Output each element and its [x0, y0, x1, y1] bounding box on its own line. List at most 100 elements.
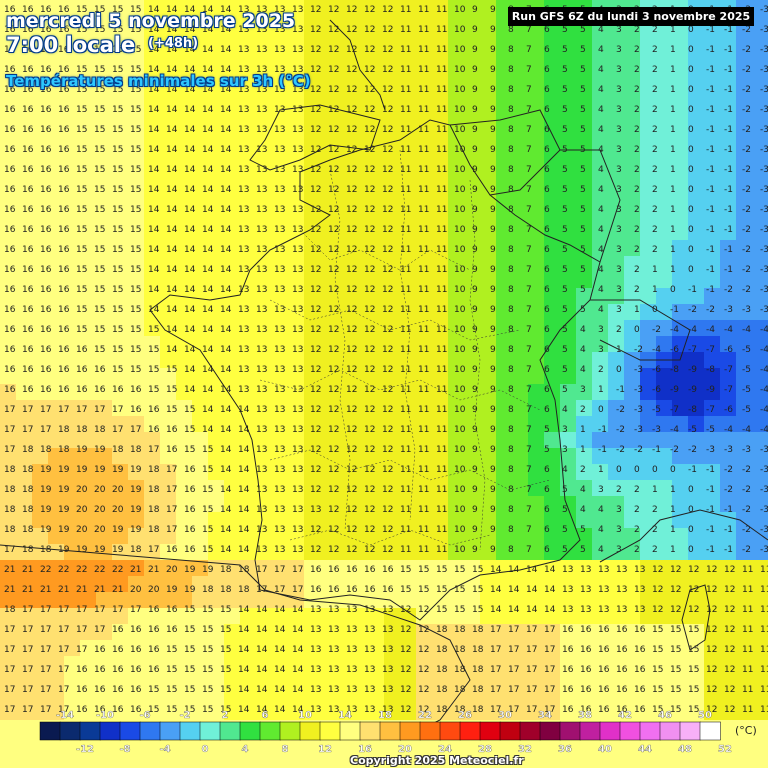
temperature-cell	[144, 240, 160, 256]
grid-value: 12	[328, 285, 339, 295]
grid-value: -1	[724, 45, 733, 55]
temperature-cell	[448, 160, 464, 176]
grid-value: 17	[40, 625, 51, 635]
temperature-cell	[528, 144, 544, 160]
grid-value: 16	[94, 685, 106, 695]
grid-value: 11	[760, 585, 768, 595]
temperature-cell	[656, 80, 672, 96]
grid-value: -4	[670, 425, 679, 435]
grid-value: 7	[526, 305, 532, 315]
grid-value: 14	[166, 225, 178, 235]
grid-value: 11	[436, 85, 447, 95]
grid-value: 11	[436, 425, 447, 435]
grid-value: 14	[202, 405, 214, 415]
legend-label-top: 50	[698, 710, 712, 721]
grid-value: 16	[58, 165, 70, 175]
temperature-cell	[368, 112, 384, 128]
grid-value: 12	[382, 485, 393, 495]
temperature-cell	[336, 48, 352, 64]
grid-value: 12	[364, 5, 375, 15]
grid-value: 13	[256, 325, 267, 335]
temperature-cell	[288, 224, 304, 240]
grid-value: 13	[292, 525, 303, 535]
grid-value: 13	[274, 145, 285, 155]
legend-swatch	[99, 721, 121, 741]
temperature-cell	[576, 32, 592, 48]
temperature-cell	[128, 192, 144, 208]
grid-value: 15	[76, 285, 87, 295]
grid-value: 18	[436, 685, 448, 695]
temperature-cell	[144, 128, 160, 144]
grid-value: 2	[634, 185, 640, 195]
grid-value: -1	[706, 65, 715, 75]
temperature-cell	[80, 80, 96, 96]
temperature-cell	[704, 144, 720, 160]
grid-value: 13	[256, 405, 267, 415]
grid-value: -1	[706, 165, 715, 175]
temperature-cell	[640, 32, 656, 48]
grid-value: 15	[130, 125, 141, 135]
grid-value: 15	[94, 245, 105, 255]
grid-value: -3	[760, 125, 768, 135]
temperature-cell	[208, 256, 224, 272]
temperature-cell	[320, 0, 336, 16]
grid-value: 15	[112, 365, 123, 375]
grid-value: 12	[328, 45, 339, 55]
grid-value: 13	[364, 645, 375, 655]
grid-value: 15	[436, 565, 447, 575]
grid-value: 12	[724, 565, 735, 575]
temperature-cell	[336, 192, 352, 208]
grid-value: -1	[598, 425, 607, 435]
grid-value: -4	[724, 425, 733, 435]
temperature-cell	[624, 48, 640, 64]
temperature-cell	[720, 176, 736, 192]
temperature-cell	[720, 32, 736, 48]
grid-value: 16	[148, 605, 160, 615]
temperature-cell	[464, 272, 480, 288]
temperature-cell	[240, 288, 256, 304]
temperature-cell	[192, 64, 208, 80]
legend-unit: (°C)	[735, 724, 757, 737]
grid-value: 0	[688, 185, 694, 195]
grid-value: 9	[472, 85, 478, 95]
grid-value: 16	[562, 665, 574, 675]
temperature-cell	[208, 320, 224, 336]
grid-value: 8	[508, 305, 514, 315]
grid-value: 7	[526, 325, 532, 335]
temperature-cell	[144, 32, 160, 48]
temperature-cell	[48, 272, 64, 288]
grid-value: 5	[562, 225, 568, 235]
temperature-cell	[544, 48, 560, 64]
temperature-cell	[256, 128, 272, 144]
temperature-cell	[176, 80, 192, 96]
temperature-cell	[704, 48, 720, 64]
grid-value: 11	[400, 405, 411, 415]
grid-value: 16	[4, 245, 16, 255]
grid-value: 14	[292, 665, 304, 675]
grid-value: 12	[310, 45, 321, 55]
temperature-cell	[144, 16, 160, 32]
temperature-cell	[32, 64, 48, 80]
temperature-cell	[368, 0, 384, 16]
grid-value: 4	[598, 45, 604, 55]
grid-value: 15	[202, 445, 213, 455]
temperature-cell	[160, 96, 176, 112]
grid-value: 14	[238, 465, 250, 475]
grid-value: 12	[382, 365, 393, 375]
temperature-cell	[128, 288, 144, 304]
temperature-cell	[224, 160, 240, 176]
grid-value: 12	[364, 205, 375, 215]
temperature-cell	[416, 32, 432, 48]
temperature-cell	[112, 48, 128, 64]
grid-value: 12	[310, 165, 321, 175]
temperature-cell	[16, 144, 32, 160]
grid-value: 14	[202, 145, 214, 155]
grid-value: 16	[4, 125, 16, 135]
grid-value: 4	[598, 65, 604, 75]
temperature-cell	[512, 240, 528, 256]
grid-value: 7	[526, 85, 532, 95]
grid-value: 12	[310, 525, 321, 535]
grid-value: 12	[382, 265, 393, 275]
temperature-cell	[272, 144, 288, 160]
temperature-cell	[32, 192, 48, 208]
